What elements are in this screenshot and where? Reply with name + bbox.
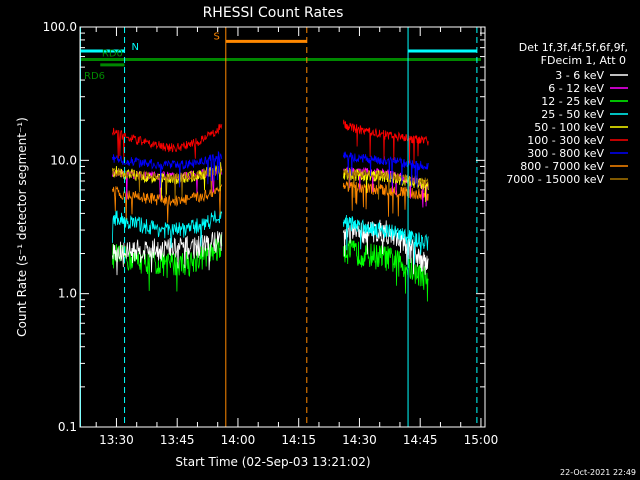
timestamp: 22-Oct-2021 22:49 [560, 468, 636, 477]
x-tick-label: 15:00 [464, 433, 499, 447]
y-tick-label: 0.1 [58, 420, 77, 434]
legend: Det 1f,3f,4f,5f,6f,9f, FDecim 1, Att 0 3… [506, 41, 628, 186]
series-line [342, 119, 429, 164]
y-axis-label: Count Rate (s⁻¹ detector segment⁻¹) [15, 117, 29, 337]
x-axis-label: Start Time (02-Sep-03 13:21:02) [175, 455, 370, 469]
y-tick-label: 10.0 [50, 153, 77, 167]
series-line [112, 162, 223, 200]
x-tick-label: 13:30 [99, 433, 134, 447]
legend-entry-label: 7000 - 15000 keV [506, 173, 604, 186]
series-line [112, 123, 223, 160]
series-line [342, 151, 429, 188]
series-line [112, 150, 223, 188]
series-line [342, 168, 429, 200]
legend-entry-label: 100 - 300 keV [527, 134, 604, 147]
x-tick-label: 14:15 [281, 433, 316, 447]
series-line [342, 239, 429, 302]
series-line [112, 166, 223, 200]
series-line [342, 180, 429, 217]
legend-entry-label: 50 - 100 keV [534, 121, 604, 134]
legend-header-line-1: Det 1f,3f,4f,5f,6f,9f, [519, 41, 628, 54]
legend-entry-label: 25 - 50 keV [541, 108, 604, 121]
legend-entry-label: 800 - 7000 keV [520, 160, 604, 173]
series-line [112, 184, 223, 223]
legend-entry-label: 12 - 25 keV [541, 95, 604, 108]
y-tick-label: 1.0 [58, 287, 77, 301]
legend-entry-label: 3 - 6 keV [555, 69, 604, 82]
x-tick-label: 13:45 [160, 433, 195, 447]
series-line [342, 214, 429, 265]
annotation-bar-label: N [132, 42, 139, 53]
plot-frame [79, 26, 486, 428]
x-tick-label: 14:30 [342, 433, 377, 447]
series-lines [112, 119, 429, 302]
y-axis: 0.1 1.0 10.0 100.0 [43, 20, 485, 434]
chart-title: RHESSI Count Rates [203, 5, 344, 21]
annotation-bar-label: RD6 [84, 71, 105, 82]
x-axis: 13:30 13:45 14:00 14:15 14:30 14:45 15:00 [95, 27, 499, 447]
annotation-bar-label: S [213, 31, 219, 42]
annotation-bar-label: RD0 [102, 49, 123, 60]
series-line [112, 234, 223, 292]
series-line [112, 231, 223, 276]
y-tick-label: 100.0 [43, 20, 77, 34]
series-line [112, 207, 223, 249]
x-tick-label: 14:45 [403, 433, 438, 447]
x-tick-label: 14:00 [221, 433, 256, 447]
legend-entry-label: 6 - 12 keV [548, 82, 604, 95]
legend-header-line-2: FDecim 1, Att 0 [541, 54, 626, 67]
legend-entry-label: 300 - 800 keV [527, 147, 604, 160]
annotation-bars: N S RD0 RD6 [80, 31, 481, 82]
